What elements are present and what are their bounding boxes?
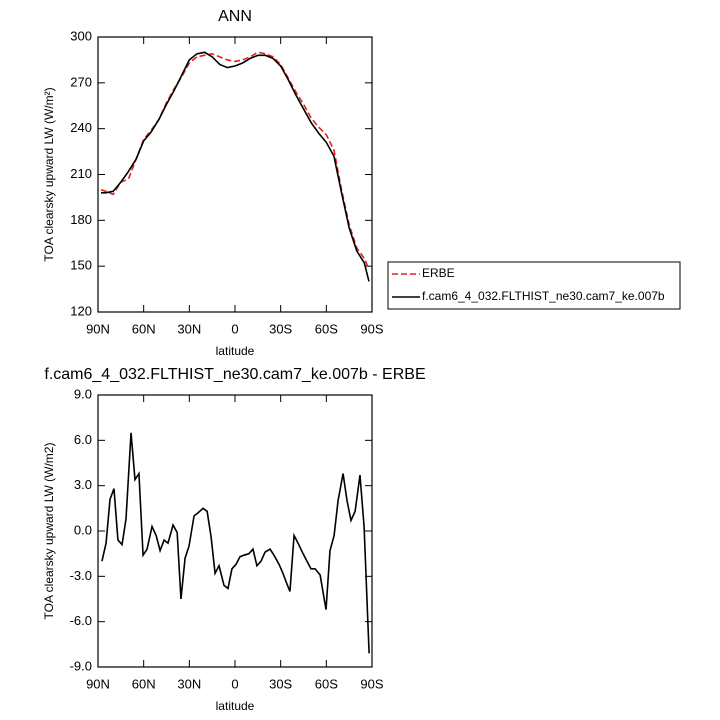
x-tick-label: 90N [86,321,110,336]
data-line [101,51,370,282]
data-line [100,51,370,270]
x-tick-label: 60S [315,321,338,336]
y-tick-label: 9.0 [74,386,92,401]
x-tick-label: 60N [132,321,156,336]
y-tick-label: 150 [70,258,92,273]
x-tick-label: 90N [86,676,110,691]
legend-label: f.cam6_4_032.FLTHIST_ne30.cam7_ke.007b [422,289,665,303]
x-tick-label: 30S [269,321,292,336]
y-tick-label: 270 [70,74,92,89]
y-tick-label: 180 [70,212,92,227]
x-tick-label: 30S [269,676,292,691]
x-tick-label: 0 [231,676,238,691]
plot-frame [97,394,373,668]
y-tick-label: 0.0 [74,522,92,537]
y-tick-label: 300 [70,28,92,43]
chart-title: ANN [218,8,252,25]
plot-frame [97,36,373,313]
y-tick-label: 210 [70,166,92,181]
legend-box [387,261,681,310]
x-axis-label: latitude [216,344,255,358]
x-tick-label: 90S [360,321,383,336]
x-tick-label: 60S [315,676,338,691]
data-line [101,432,370,654]
y-tick-label: -3.0 [70,568,92,583]
y-axis-label: TOA clearsky upward LW (W/m²) [42,87,56,261]
y-tick-label: 120 [70,303,92,318]
y-axis-label: TOA clearsky upward LW (W/m2) [42,443,56,620]
x-tick-label: 0 [231,321,238,336]
x-tick-label: 60N [132,676,156,691]
x-tick-label: 90S [360,676,383,691]
y-tick-label: -6.0 [70,613,92,628]
y-tick-label: 3.0 [74,477,92,492]
y-tick-label: 6.0 [74,432,92,447]
legend-label: ERBE [422,266,455,280]
x-tick-label: 30N [177,676,201,691]
y-tick-label: -9.0 [70,658,92,673]
y-tick-label: 240 [70,120,92,135]
x-axis-label: latitude [216,699,255,713]
chart-title: f.cam6_4_032.FLTHIST_ne30.cam7_ke.007b -… [44,366,425,383]
x-tick-label: 30N [177,321,201,336]
